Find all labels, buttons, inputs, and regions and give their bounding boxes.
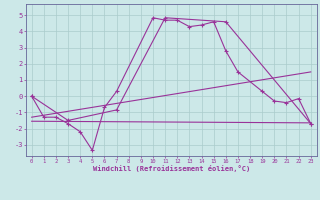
X-axis label: Windchill (Refroidissement éolien,°C): Windchill (Refroidissement éolien,°C) [92, 165, 250, 172]
